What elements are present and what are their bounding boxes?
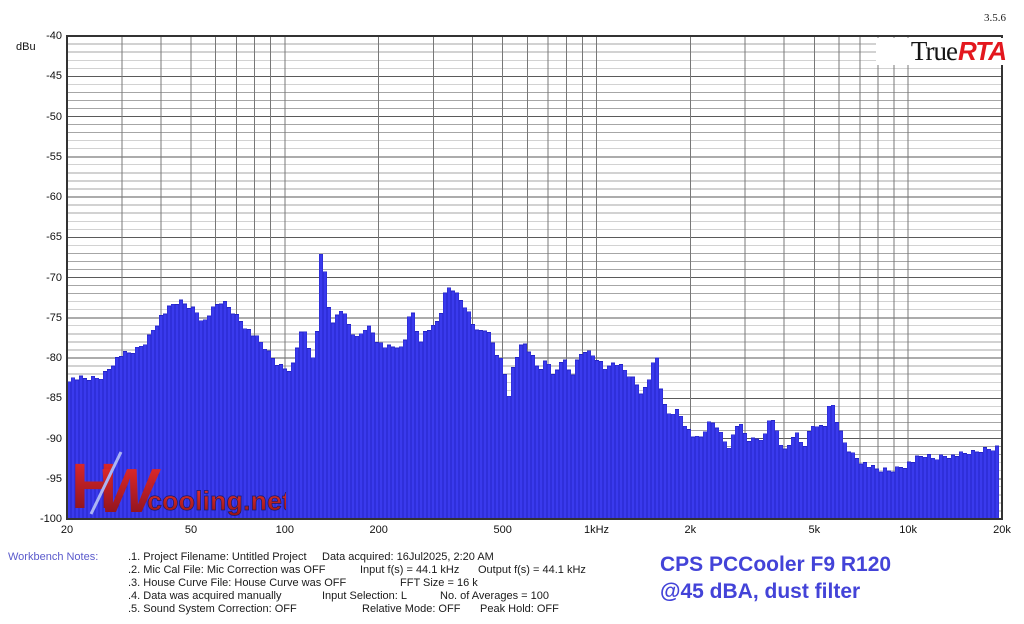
y-tick-label: -55 <box>46 150 62 163</box>
x-tick-label: 200 <box>369 524 388 536</box>
note-line: .4. Data was acquired manually <box>128 590 282 602</box>
y-tick-label: -50 <box>46 110 62 123</box>
note-line: .1. Project Filename: Untitled Project <box>128 551 307 563</box>
x-tick-label: 100 <box>275 524 295 536</box>
hwcooling-site-text: cooling.net <box>147 486 286 516</box>
hwcooling-watermark-logo: H W cooling.net <box>71 448 291 526</box>
workbench-notes-label: Workbench Notes: <box>8 551 99 563</box>
y-tick-label: -60 <box>46 191 62 203</box>
chart-title-line2: @45 dBA, dust filter <box>660 580 861 603</box>
x-tick-label: 1kHz <box>583 524 610 536</box>
chart-title: CPS PCCooler F9 R120 @45 dBA, dust filte… <box>660 551 891 605</box>
y-tick-label: -90 <box>46 432 62 445</box>
note-item: Relative Mode: OFF <box>362 603 461 615</box>
note-item: Output f(s) = 44.1 kHz <box>478 564 586 576</box>
chart-title-line1: CPS PCCooler F9 R120 <box>660 553 892 576</box>
y-tick-label: -80 <box>46 352 62 364</box>
x-tick-label: 5k <box>808 524 821 536</box>
hw-logo-slash <box>89 451 123 515</box>
truerta-logo-true-text: True <box>910 36 958 66</box>
note-item: No. of Averages = 100 <box>440 590 549 602</box>
y-tick-label: -95 <box>46 472 62 485</box>
y-tick-label: -75 <box>46 311 62 324</box>
note-item: Data acquired: 16Jul2025, 2:20 AM <box>322 551 494 563</box>
hw-letter-w: W <box>98 457 161 518</box>
y-tick-label: -70 <box>46 271 62 284</box>
x-tick-label: 10k <box>899 524 918 536</box>
x-tick-label: 2k <box>684 524 697 536</box>
note-line: .5. Sound System Correction: OFF <box>128 603 297 615</box>
y-tick-label: -100 <box>39 513 62 525</box>
note-line: .3. House Curve File: House Curve was OF… <box>128 577 347 589</box>
x-tick-label: 20 <box>60 524 74 536</box>
y-tick-label: -45 <box>46 70 62 83</box>
truerta-logo-rta-text: RTA <box>957 36 1007 66</box>
note-item: Input Selection: L <box>322 590 408 602</box>
x-tick-label: 50 <box>184 524 198 536</box>
x-tick-label: 500 <box>493 524 512 536</box>
x-tick-label: 20k <box>993 524 1011 536</box>
note-line: .2. Mic Cal File: Mic Correction was OFF <box>128 564 326 576</box>
y-tick-label: -85 <box>46 392 62 405</box>
y-axis-unit-label: dBu <box>16 41 36 53</box>
note-item: Peak Hold: OFF <box>480 603 559 615</box>
note-item: FFT Size = 16 k <box>400 577 478 589</box>
note-item: Input f(s) = 44.1 kHz <box>360 564 460 576</box>
truerta-logo: True RTA <box>876 36 1007 66</box>
version-label: 3.5.6 <box>984 12 1006 24</box>
y-tick-label: -65 <box>46 231 62 244</box>
y-tick-label: -40 <box>46 30 62 42</box>
